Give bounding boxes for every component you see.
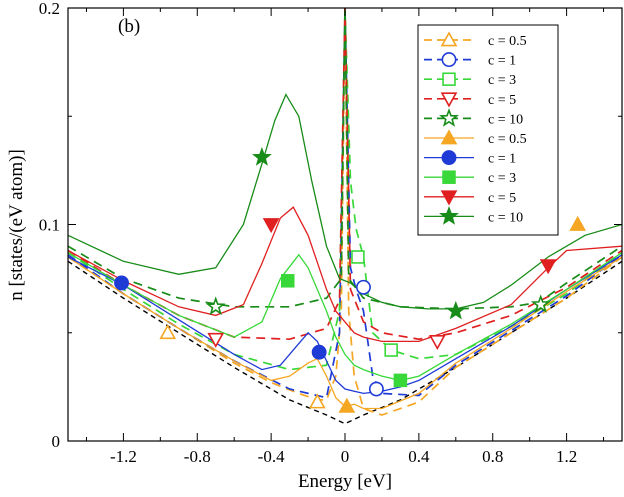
x-tick-label: 1.2 — [556, 447, 577, 466]
series-9-marker — [262, 218, 280, 234]
x-tick-label: 0.4 — [408, 447, 430, 466]
series-3-marker — [351, 250, 365, 264]
series-line-6 — [68, 256, 622, 410]
legend-marker-8 — [442, 170, 456, 184]
series-2-marker — [368, 381, 384, 397]
legend-label-1: c = 0.5 — [488, 34, 527, 49]
legend-marker-5 — [439, 108, 459, 127]
series-4-marker — [207, 332, 225, 348]
series-9-marker — [539, 259, 557, 275]
series-1-marker — [308, 393, 326, 409]
series-5-marker — [205, 296, 226, 316]
series-5-marker — [530, 294, 551, 313]
series-3-marker — [384, 343, 398, 357]
series-8-marker — [281, 274, 295, 288]
series-line-8 — [68, 252, 622, 382]
legend-label-5: c = 10 — [488, 112, 523, 127]
legend-label-8: c = 3 — [488, 171, 516, 186]
legend-marker-9 — [440, 190, 458, 206]
legend-marker-3 — [442, 72, 456, 86]
series-line-7 — [68, 254, 622, 395]
legend-marker-7 — [441, 150, 457, 166]
legend-label-9: c = 5 — [488, 191, 516, 206]
x-tick-label: 0.8 — [482, 447, 503, 466]
markers-layer — [114, 146, 587, 413]
x-tick-label: 0 — [341, 447, 350, 466]
series-1-marker — [159, 324, 177, 340]
legend-label-3: c = 3 — [488, 73, 516, 88]
series-4-marker — [428, 335, 446, 351]
y-tick-label: 0.1 — [39, 216, 60, 235]
ticks-layer: -1.2 -0.8 -0.4 0 0.4 0.8 1.2 0 0.1 0.2 — [39, 0, 622, 466]
legend-marker-10 — [439, 205, 459, 225]
series-7-marker — [311, 344, 327, 360]
series-8-marker — [393, 373, 408, 388]
y-tick-label: 0 — [52, 432, 61, 451]
legend-marker-4 — [440, 92, 458, 108]
series-2-marker — [356, 279, 371, 295]
reference-curve — [68, 260, 622, 425]
x-axis-title: Energy [eV] — [298, 471, 392, 492]
legend-marker-2 — [441, 52, 457, 68]
panel-label: (b) — [118, 16, 140, 37]
legend-label-4: c = 5 — [488, 93, 516, 108]
x-tick-label: -0.4 — [258, 447, 285, 466]
legend-marker-1 — [440, 31, 458, 47]
series-6-marker — [569, 215, 587, 231]
x-tick-label: -0.8 — [184, 447, 211, 466]
legend-label-10: c = 10 — [488, 210, 523, 225]
legend-label-2: c = 1 — [488, 54, 516, 69]
series-line-9 — [68, 206, 622, 343]
series-6-marker — [338, 397, 356, 413]
series-10-marker — [251, 146, 272, 166]
curves-layer — [68, 8, 622, 425]
legend-marker-6 — [440, 129, 458, 145]
y-tick-label: 0.2 — [39, 0, 60, 18]
x-tick-label: -1.2 — [110, 447, 137, 466]
series-line-10 — [68, 93, 622, 310]
legend-label-7: c = 1 — [488, 152, 516, 167]
legend: c = 0.5 c = 1 c = 3 c = 5 c = 10 c = 0.5 c = 1… — [417, 24, 559, 236]
y-axis-title: n [states/(eV atom)] — [6, 149, 27, 301]
series-7-marker — [114, 275, 130, 291]
series-line-5 — [68, 8, 622, 310]
legend-label-6: c = 0.5 — [488, 132, 527, 147]
series-10-marker — [445, 300, 466, 320]
